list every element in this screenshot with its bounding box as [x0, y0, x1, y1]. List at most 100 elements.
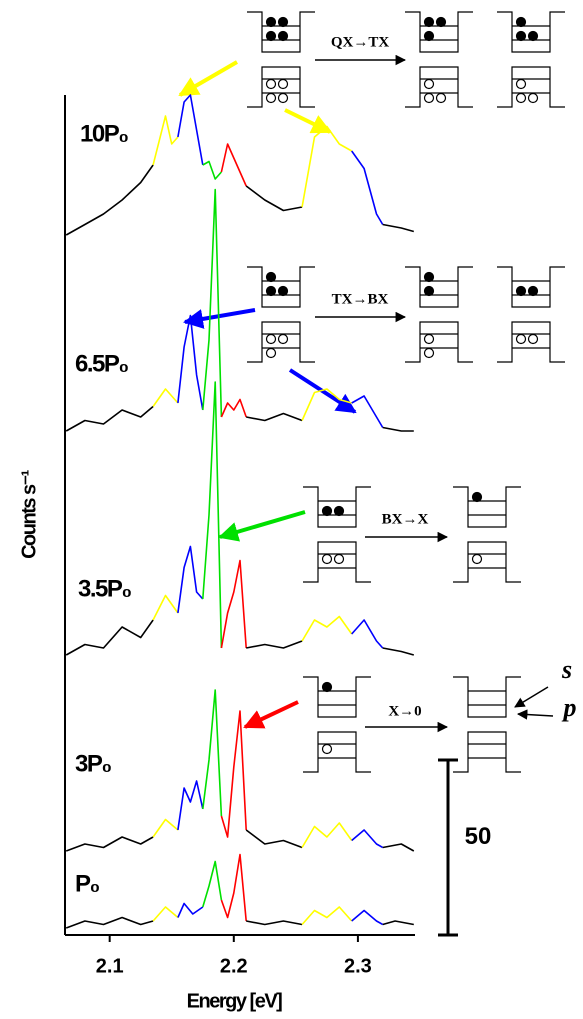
electron	[527, 285, 539, 297]
arrow	[243, 700, 299, 729]
electron	[265, 285, 277, 297]
spectrum-segment	[177, 94, 204, 166]
valence-well	[247, 66, 315, 108]
spectrum-segment	[152, 594, 179, 621]
spectrum-label: 3.5P₀	[78, 575, 131, 602]
spectrum-segment	[220, 398, 247, 418]
spectrum-segment	[351, 619, 384, 649]
spectrum-segment	[351, 395, 384, 428]
spectrum-segment	[202, 160, 222, 180]
scale-bar-label: 50	[465, 823, 492, 850]
annotation-arrows	[178, 54, 554, 733]
valence-well	[247, 321, 315, 363]
electron	[515, 16, 527, 28]
valence-well	[303, 731, 371, 773]
valence-well	[453, 541, 521, 583]
spectrum-segment	[301, 388, 352, 421]
electron	[423, 285, 435, 297]
spectrum-segment	[351, 909, 384, 926]
electron	[277, 16, 289, 28]
y-axis-label: Counts s⁻¹	[18, 469, 40, 559]
electron	[423, 271, 435, 283]
arrow	[218, 510, 306, 542]
spectrum-segment	[245, 185, 303, 212]
arrow	[284, 108, 332, 134]
spectrum-segment	[382, 920, 414, 926]
spectrum-segment	[65, 619, 154, 656]
spectrum-segment	[301, 615, 353, 642]
arrow	[183, 308, 256, 329]
conduction-well	[247, 266, 315, 308]
spectrum-segment	[351, 829, 384, 849]
spectrum-segment	[152, 388, 179, 407]
electron	[471, 491, 483, 503]
hole	[527, 92, 539, 104]
arrow	[178, 60, 239, 97]
x-axis-label: Energy [eV]	[187, 990, 282, 1012]
spectrum-segment	[152, 906, 179, 922]
x-tick-label: 2.1	[96, 955, 124, 977]
valence-well	[497, 66, 565, 108]
level-label: s	[561, 655, 572, 684]
electron	[277, 30, 289, 42]
spectrum-segment	[382, 426, 414, 432]
electron	[321, 681, 333, 693]
electron	[435, 16, 447, 28]
electron	[265, 16, 277, 28]
hole	[423, 333, 435, 345]
spectrum-segment	[202, 188, 223, 418]
conduction-well	[453, 676, 521, 718]
spectrum-segment	[202, 860, 223, 908]
electron	[265, 30, 277, 42]
spectrum-segment	[351, 150, 384, 225]
electron	[265, 271, 277, 283]
arrow	[516, 709, 554, 720]
hole	[423, 92, 435, 104]
transition-label: X→0	[388, 703, 421, 719]
spectrum-segment	[177, 902, 204, 918]
hole	[265, 347, 277, 359]
spectrum-segment	[65, 916, 154, 929]
hole	[435, 92, 447, 104]
spectrum-segment	[177, 314, 204, 411]
transition-label: QX→TX	[331, 34, 390, 50]
hole	[515, 92, 527, 104]
spectrum-segment	[301, 906, 353, 926]
electron	[515, 30, 527, 42]
spectrum-segment	[382, 647, 415, 656]
hole	[527, 333, 539, 345]
valence-well	[303, 541, 371, 583]
electron	[515, 285, 527, 297]
spectrum-segment	[220, 710, 247, 838]
valence-well	[497, 321, 565, 363]
electron	[277, 285, 289, 297]
electron	[333, 505, 345, 517]
valence-well	[405, 66, 473, 108]
spectrum-segment	[220, 559, 247, 649]
hole	[265, 333, 277, 345]
arrow	[514, 686, 549, 708]
spectrum-segment	[220, 853, 247, 922]
spectrum-label: 3P₀	[75, 750, 111, 777]
conduction-well	[303, 486, 371, 528]
hole	[265, 78, 277, 90]
conduction-well	[497, 11, 565, 53]
spectrum-segment	[65, 164, 154, 236]
hole	[321, 743, 333, 755]
hole	[277, 78, 289, 90]
electron	[527, 30, 539, 42]
spectrum-segment	[177, 545, 204, 614]
spectrum-segment	[177, 780, 204, 831]
transition-label: BX→X	[382, 511, 429, 527]
spectrum-label: 6.5P₀	[75, 350, 128, 377]
spectrum-segment	[152, 818, 179, 838]
conduction-well	[405, 266, 473, 308]
spectrum-segment	[202, 689, 223, 817]
valence-well	[453, 731, 521, 773]
conduction-well	[497, 266, 565, 308]
hole	[423, 347, 435, 359]
hole	[423, 78, 435, 90]
hole	[333, 553, 345, 565]
spectrum-segment	[202, 381, 223, 649]
